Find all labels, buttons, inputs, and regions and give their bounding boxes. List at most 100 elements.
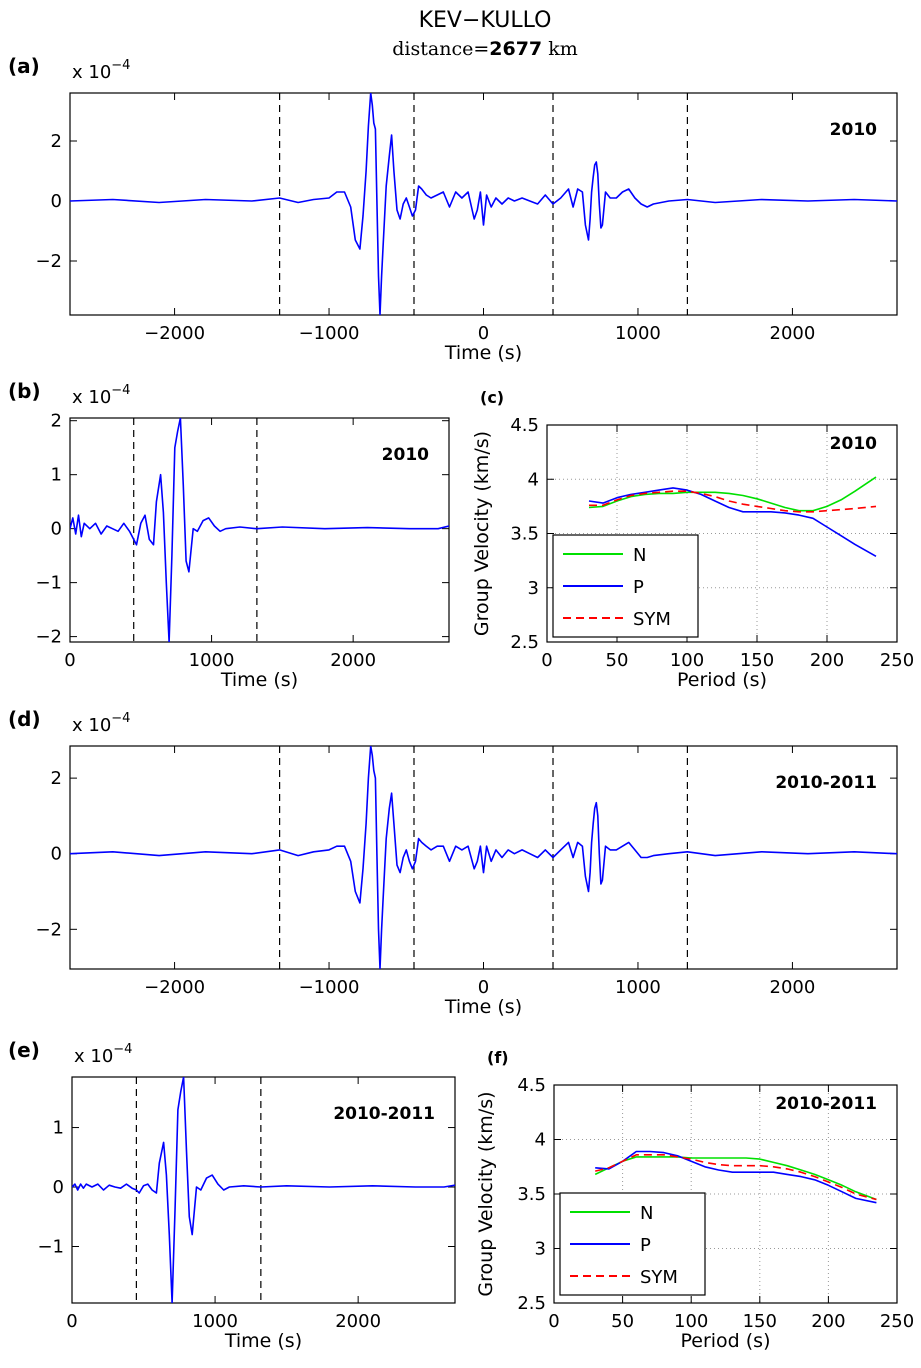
y-tick-label: 2 [51,411,62,432]
x-axis-label: Time (s) [224,1330,302,1352]
x-tick-label: 2000 [330,650,376,671]
series-line-waveform [72,1077,455,1303]
x-tick-label: −1000 [299,977,360,998]
x-tick-label: 100 [670,650,704,671]
figure-title: KEV−KULLO [419,8,552,33]
y-tick-label: 3.5 [510,524,539,545]
x-tick-label: 0 [478,323,489,344]
y-tick-label: 0 [51,844,62,865]
y-tick-label: 3 [528,578,539,599]
subtitle-unit: km [542,38,578,60]
exponent-power: −4 [111,711,130,726]
series-line-p [595,1150,877,1204]
exponent-power: −4 [111,383,130,398]
y-tick-label: 0 [51,519,62,540]
x-tick-label: 150 [743,1311,777,1332]
panel-b: 0 1000 2000 −2 −1 0 1 2 (b) x 10−4 2010 Time (s) [8,379,450,691]
y-tick-label: 3.5 [517,1184,546,1205]
panel-a: −2000 −1000 0 1000 2000 −2 0 2 (a) x 10−4 2010 Time… [8,54,898,364]
panel-annotation: 2010-2011 [775,773,877,793]
x-tick-label: 0 [64,650,75,671]
x-tick-label: 250 [880,1311,914,1332]
x-tick-label: 2000 [335,1311,381,1332]
x-tick-label: 1000 [615,977,661,998]
series-group [70,93,897,315]
panel-label: (d) [8,707,41,731]
panel-c: 0 50 100 150 200 250 2.5 3 3.5 4 4.5 (c) 2010 Period … [471,388,914,691]
series-line-sym [595,1154,877,1201]
panel-d: −2000 −1000 0 1000 2000 −2 0 2 (d) x 10−4 2010-201… [8,707,898,1018]
panel-annotation: 2010-2011 [775,1094,877,1114]
plot-frame [69,92,898,316]
panel-annotation: 2010 [830,434,877,454]
series-group [70,746,897,969]
series-line-sym [589,490,877,513]
panel-f: 0 50 100 150 200 250 2.5 3 3.5 4 4.5 (f) 2010-2011 Pe… [475,1048,914,1352]
x-tick-label: −1000 [299,323,360,344]
y-tick-label: 4.5 [517,1075,546,1096]
panel-annotation: 2010 [382,445,429,465]
y-tick-label: 1 [51,465,62,486]
panel-label: (e) [8,1038,40,1062]
x-tick-label: 2000 [770,323,816,344]
y-tick-label: 0 [53,1177,64,1198]
exponent-label: x 10−4 [72,58,130,83]
legend-entry-p: P [640,1235,651,1256]
legend-entry-n: N [633,545,646,566]
legend: NP SYM [559,1192,706,1296]
y-tick-label: 4 [528,469,539,490]
legend-entry-sym: SYM [633,609,671,630]
series-line-p [588,487,877,557]
panel-label: (a) [8,54,40,78]
x-tick-label: 0 [66,1311,77,1332]
exponent-base: x 10 [74,1046,113,1067]
x-tick-label: 1000 [615,323,661,344]
panel-e: 0 1000 2000 −1 0 1 (e) x 10−4 2010-2011 Time (s) [8,1038,456,1352]
series-line-waveform [70,418,449,642]
y-tick-label: 2.5 [517,1293,546,1314]
y-tick-label: 4 [535,1130,546,1151]
exponent-label: x 10−4 [72,711,130,736]
x-tick-label: 0 [478,977,489,998]
series-line-waveform [70,746,897,969]
y-tick-label: 0 [51,191,62,212]
figure-subtitle: distance=2677 km [392,38,577,60]
y-tick-label: −2 [35,251,62,272]
y-tick-label: 4.5 [510,415,539,436]
x-tick-label: 50 [611,1311,634,1332]
x-tick-label: 1000 [189,650,235,671]
x-tick-label: 0 [541,650,552,671]
y-tick-label: 2 [51,131,62,152]
x-tick-label: −2000 [144,323,205,344]
y-axis-label: Group Velocity (km/s) [475,1091,497,1296]
series-group [594,1150,877,1204]
y-tick-label: −2 [35,627,62,648]
x-tick-label: 200 [811,1311,845,1332]
y-axis-label: Group Velocity (km/s) [471,431,493,636]
x-tick-label: 150 [740,650,774,671]
exponent-label: x 10−4 [74,1042,132,1067]
series-group [588,476,877,557]
y-tick-label: 2.5 [510,632,539,653]
series-line-waveform [70,93,897,315]
x-axis-label: Time (s) [444,996,522,1018]
x-axis-label: Time (s) [444,342,522,364]
legend-entry-sym: SYM [640,1267,678,1288]
plot-frame [69,417,450,643]
legend: NP SYM [552,534,699,638]
exponent-label: x 10−4 [72,383,130,408]
series-group [70,418,449,642]
series-line-n [588,476,877,512]
x-axis-label: Period (s) [677,669,767,691]
x-axis-label: Time (s) [220,669,298,691]
y-tick-label: −1 [37,1237,64,1258]
x-tick-label: 0 [548,1311,559,1332]
subtitle-prefix: distance= [392,38,489,60]
y-tick-label: 3 [535,1239,546,1260]
x-tick-label: 1000 [192,1311,238,1332]
panel-label: (b) [8,379,41,403]
y-tick-label: −1 [35,573,62,594]
x-tick-label: 2000 [770,977,816,998]
x-tick-label: −2000 [144,977,205,998]
